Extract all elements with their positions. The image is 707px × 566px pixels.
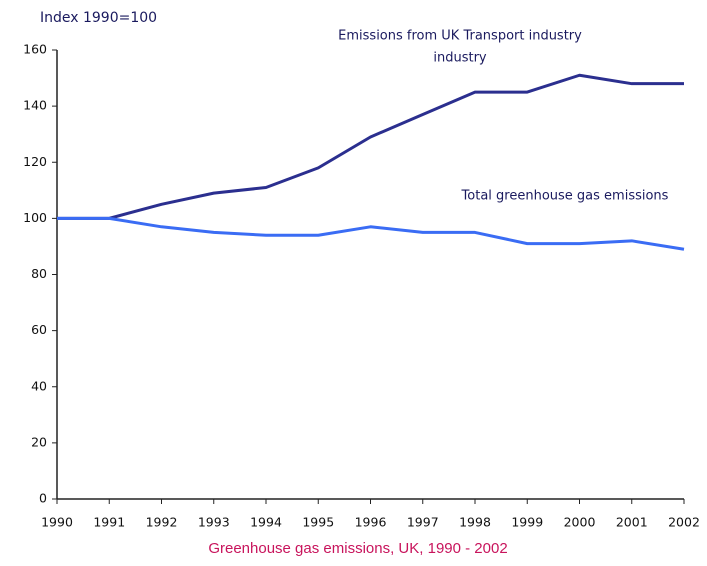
x-tick-label: 1994 <box>250 515 282 530</box>
x-tick-label: 1992 <box>146 515 178 530</box>
x-tick-label: 2001 <box>616 515 648 530</box>
y-tick-label: 80 <box>31 266 47 281</box>
y-tick-label: 40 <box>31 378 47 393</box>
y-tick-label: 160 <box>23 42 47 57</box>
x-tick-label: 1996 <box>355 515 387 530</box>
series-label: Emissions from UK Transport industry <box>338 29 582 44</box>
y-axis-label: Index 1990=100 <box>40 10 157 26</box>
x-tick-label: 1995 <box>302 515 334 530</box>
y-tick-label: 140 <box>23 98 47 113</box>
y-tick-label: 0 <box>39 491 47 506</box>
x-tick-label: 1993 <box>198 515 230 530</box>
annotation: industry <box>433 51 487 66</box>
series-line <box>57 73 684 220</box>
x-tick-label: 1999 <box>511 515 543 530</box>
y-tick-label: 20 <box>31 434 47 449</box>
series-label: Total greenhouse gas emissions <box>461 189 669 204</box>
x-tick-label: 1990 <box>41 515 73 530</box>
x-tick-label: 1997 <box>407 515 439 530</box>
y-tick-label: 120 <box>23 154 47 169</box>
y-tick-label: 100 <box>23 210 47 225</box>
x-tick-label: 1998 <box>459 515 491 530</box>
series-line <box>57 216 685 251</box>
caption: Greenhouse gas emissions, UK, 1990 - 200… <box>208 540 507 557</box>
x-tick-label: 1991 <box>93 515 125 530</box>
x-tick-label: 2000 <box>564 515 596 530</box>
y-tick-label: 60 <box>31 322 47 337</box>
x-tick-label: 2002 <box>668 515 700 530</box>
